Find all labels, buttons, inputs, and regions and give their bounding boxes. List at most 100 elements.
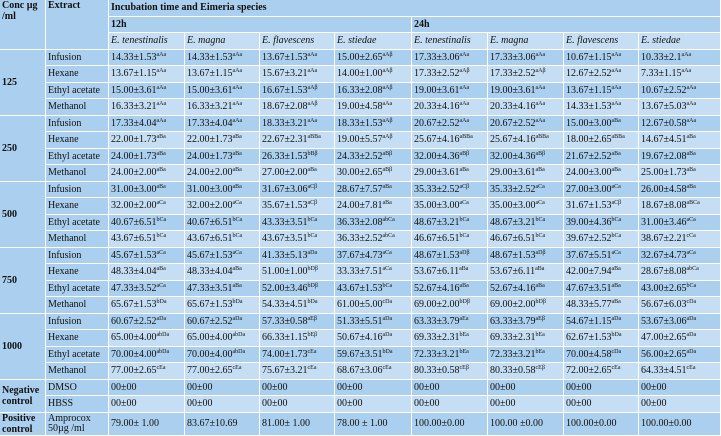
value-text: 22.00±1.73 [187,134,233,146]
significance-letters: bCa [459,233,470,240]
significance-letters: cEa [307,348,317,355]
significance-letters: aAa [535,101,546,108]
significance-letters: aAβ [307,101,318,108]
significance-letters: cCa [686,233,696,240]
species-header: E. tenestinalis [412,33,488,50]
value-cell: 52.67±4.16aBa [488,280,564,297]
value-cell: 14.00±1.00aAβ [335,66,412,83]
significance-letters: aBa [611,150,621,157]
significance-letters: cEβ [535,365,545,372]
value-text: 35.33±2.52 [414,183,460,195]
value-text: 20.67±2.52 [414,117,460,129]
value-cell: 00±00 [260,396,335,413]
extract-cell: Infusion [46,181,109,198]
value-text: 00±00 [566,398,592,410]
significance-letters: bCa [611,216,622,223]
value-text: 24.00±7.81 [337,200,383,212]
table-row: Hexane 32.00±2.00aCa 32.00±2.00aCa 35.67±1.… [0,198,721,215]
value-text: 48.67±1.53 [414,249,460,261]
table-row: Methanol 24.00±2.00aBa 24.00±2.00aBa 27.00±… [0,165,721,182]
value-text: 26.00±4.58 [641,183,687,195]
value-cell: 70.00±4.00abDa [185,346,260,363]
value-cell: 42.00±7.94aBa [564,264,639,281]
value-cell: 37.67±4.73aCa [335,247,412,264]
table-row: Methanol 77.00±2.65cEa 77.00±2.65cEa 75.67±… [0,363,721,380]
value-text: 40.67±6.51 [111,216,157,228]
significance-letters: aBa [382,200,392,207]
value-text: 66.33±1.15 [262,332,308,344]
significance-letters: aCa [232,200,242,207]
significance-letters: bDβ [459,299,470,306]
value-cell: 43.33±3.51bCa [260,214,335,231]
value-cell: 28.67±7.57aBa [335,181,412,198]
significance-letters: bCa [535,216,546,223]
value-cell: 24.00±2.00aBa [185,165,260,182]
significance-letters: bEa [535,348,545,355]
value-cell: 32.00±4.36aBβ [488,148,564,165]
value-cell: 31.67±1.53aCβ [564,198,639,215]
value-text: 00±00 [337,398,363,410]
value-text: 00±00 [111,398,137,410]
value-text: 65.00±4.00 [187,332,233,344]
significance-letters: aAβ [307,84,318,91]
value-cell: 61.00±5.00cDa [335,297,412,314]
table-row: Ethyl acetate 70.00±4.00abDa 70.00±4.00abD… [0,346,721,363]
significance-letters: aAβ [382,134,393,141]
value-text: 32.00±4.36 [414,150,460,162]
value-cell: 00±00 [412,379,488,396]
value-cell: 18.00±2.65aBBa [564,132,639,149]
value-text: 68.67±3.06 [337,365,383,377]
significance-letters: aDa [382,332,393,339]
value-cell: 12.67±0.58aAa [639,115,721,132]
value-text: 21.67±2.52 [566,150,612,162]
value-text: 24.00±1.73 [187,150,233,162]
value-cell: 10.67±1.15aAa [564,49,639,66]
significance-letters: bCa [611,233,622,240]
significance-letters: aBBa [307,134,321,141]
value-cell: 00±00 [109,396,185,413]
value-text: 24.00±2.00 [111,167,157,179]
value-text: 56.67±6.03 [641,299,687,311]
value-text: 48.67±3.21 [414,216,460,228]
significance-letters: aBβ [535,150,546,157]
value-text: 13.67±1.15 [111,68,157,80]
value-text: 00±00 [187,398,213,410]
value-cell: 25.67±4.16aBBa [488,132,564,149]
value-text: 35.00±3.00 [414,200,460,212]
value-text: 14.33±1.53 [111,51,157,63]
value-cell: 100.00±0.00 [412,412,488,436]
value-text: 43.67±1.53 [337,282,383,294]
extract-cell: HBSS [46,396,109,413]
significance-letters: aCa [535,200,545,207]
significance-letters: aAa [232,117,243,124]
value-text: 15.00±3.00 [566,117,612,129]
value-text: 52.67±4.16 [414,282,460,294]
value-text: 74.00±1.73 [262,348,308,360]
value-text: 31.67±1.53 [566,200,612,212]
value-cell: 14.33±1.53aAa [564,99,639,116]
significance-letters: aAa [156,68,167,75]
value-cell: 36.33±2.08abCa [335,214,412,231]
value-text: 18.33±1.53 [337,117,383,129]
value-text: 51.00±1.00 [262,266,308,278]
value-cell: 43.00±2.65bCa [639,280,721,297]
significance-letters: aCa [382,249,392,256]
value-text: 14.33±1.53 [566,101,612,113]
value-text: 43.67±6.51 [111,233,157,245]
value-cell: 17.33±2.52aAβ [412,66,488,83]
table-row: 1000 Infusion 60.67±2.52aDa 60.67±2.52aDa 57… [0,313,721,380]
significance-letters: aDa [232,315,243,322]
value-text: 72.00±2.65 [566,365,612,377]
value-text: 13.67±1.15 [187,68,233,80]
value-text: 28.67±8.08 [641,266,687,278]
significance-letters: aCa [611,249,621,256]
value-text: 12.67±0.58 [641,117,687,129]
table-row: Hexane 65.00±4.00abDa 65.00±4.00abDa 66.33±… [0,330,721,347]
significance-letters: aAa [156,101,167,108]
value-cell: 77.00±2.65cEa [185,363,260,380]
value-cell: 74.00±1.73cEa [260,346,335,363]
significance-letters: cEa [232,365,242,372]
value-cell: 83.67±10.69 [185,412,260,436]
significance-letters: aDa [686,332,697,339]
